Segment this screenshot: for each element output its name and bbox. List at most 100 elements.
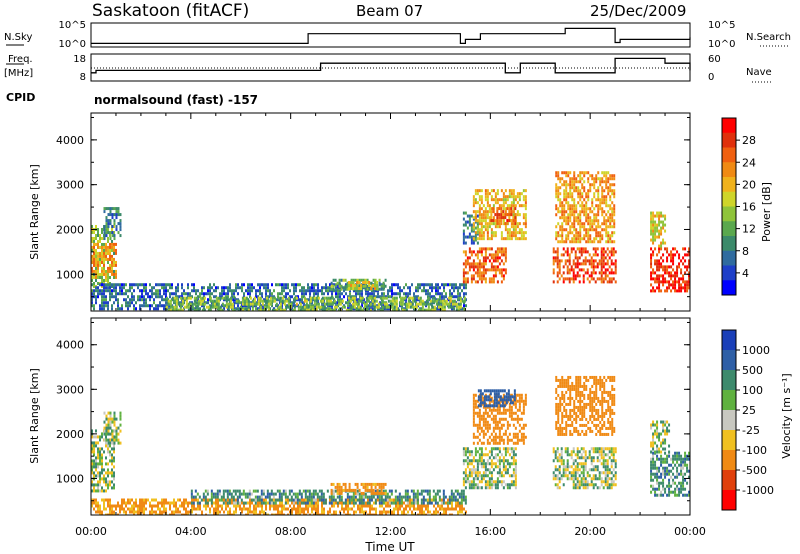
echo-cell [217, 510, 219, 514]
echo-cell [357, 289, 359, 293]
echo-cell [259, 501, 261, 505]
echo-cell [269, 296, 272, 300]
echo-cell [201, 292, 203, 296]
echo-cell [448, 495, 451, 499]
echo-cell [597, 240, 600, 244]
echo-cell [367, 513, 369, 515]
echo-cell [563, 189, 566, 193]
echo-cell [329, 286, 331, 290]
echo-cell [251, 299, 254, 303]
echo-cell [301, 295, 303, 299]
echo-cell [241, 507, 243, 511]
echo-cell [496, 192, 499, 196]
echo-cell [587, 216, 590, 220]
echo-cell [227, 298, 229, 302]
echo-cell [579, 228, 582, 232]
echo-cell [666, 247, 669, 251]
echo-cell [383, 302, 386, 306]
echo-cell [584, 256, 587, 260]
echo-cell [243, 283, 245, 287]
echo-cell [484, 262, 487, 266]
echo-cell [522, 222, 525, 226]
echo-cell [382, 287, 385, 291]
echo-cell [431, 498, 433, 502]
echo-cell [99, 450, 101, 454]
echo-cell [345, 308, 348, 311]
echo-cell [127, 501, 129, 505]
echo-cell [131, 298, 133, 302]
echo-cell [581, 204, 584, 208]
echo-cell [462, 232, 465, 236]
echo-cell [321, 305, 324, 309]
echo-cell [91, 468, 93, 472]
echo-cell [181, 302, 184, 306]
echo-cell [177, 308, 180, 311]
echo-cell [275, 298, 277, 302]
echo-cell [662, 223, 665, 227]
echo-cell [304, 492, 307, 496]
echo-cell [650, 220, 653, 224]
echo-cell [193, 296, 196, 300]
echo-cell [602, 247, 605, 251]
echo-cell [567, 171, 570, 175]
echo-cell [143, 510, 145, 514]
echo-cell [510, 192, 513, 196]
echo-cell [217, 302, 220, 306]
echo-cell [608, 265, 611, 269]
echo-cell [242, 489, 245, 493]
echo-cell [423, 289, 425, 293]
echo-cell [610, 271, 613, 275]
echo-cell [459, 296, 462, 300]
echo-cell [614, 268, 617, 272]
echo-cell [103, 301, 105, 305]
echo-cell [307, 289, 309, 293]
echo-cell [127, 289, 129, 293]
echo-cell [269, 289, 271, 293]
echo-cell [561, 183, 564, 187]
echo-cell [688, 262, 690, 266]
echo-cell [171, 286, 173, 290]
echo-cell [451, 513, 453, 515]
echo-cell [604, 268, 607, 272]
echo-cell [688, 271, 690, 275]
echo-cell [654, 247, 657, 251]
echo-cell [666, 265, 669, 269]
echo-cell [492, 274, 495, 278]
echo-cell [204, 495, 207, 499]
echo-cell [249, 307, 251, 311]
echo-cell [686, 289, 689, 293]
echo-cell [113, 465, 115, 469]
echo-cell [437, 286, 439, 290]
echo-cell [313, 283, 315, 287]
echo-cell [237, 301, 239, 305]
echo-cell [323, 510, 325, 514]
echo-cell [591, 210, 594, 214]
echo-cell [478, 237, 481, 241]
echo-cell [268, 495, 271, 499]
echo-cell [267, 305, 270, 309]
echo-cell [518, 198, 521, 202]
echo-cell [581, 222, 584, 226]
echo-cell [93, 260, 95, 264]
echo-cell [466, 256, 469, 260]
echo-cell [650, 247, 653, 251]
echo-cell [480, 189, 483, 193]
echo-cell [439, 295, 441, 299]
echo-cell [510, 231, 513, 235]
echo-cell [476, 189, 479, 193]
echo-cell [606, 253, 609, 257]
echo-cell [606, 268, 609, 272]
echo-cell [101, 465, 103, 469]
echo-cell [109, 231, 112, 235]
echo-cell [105, 207, 108, 211]
echo-cell [524, 189, 527, 193]
echo-cell [362, 278, 365, 282]
echo-cell [664, 277, 667, 281]
echo-cell [368, 498, 371, 502]
echo-cell [196, 501, 199, 505]
echo-cell [133, 304, 135, 308]
echo-cell [476, 250, 479, 254]
echo-cell [466, 480, 469, 484]
echo-cell [337, 504, 339, 508]
echo-cell [587, 177, 590, 181]
